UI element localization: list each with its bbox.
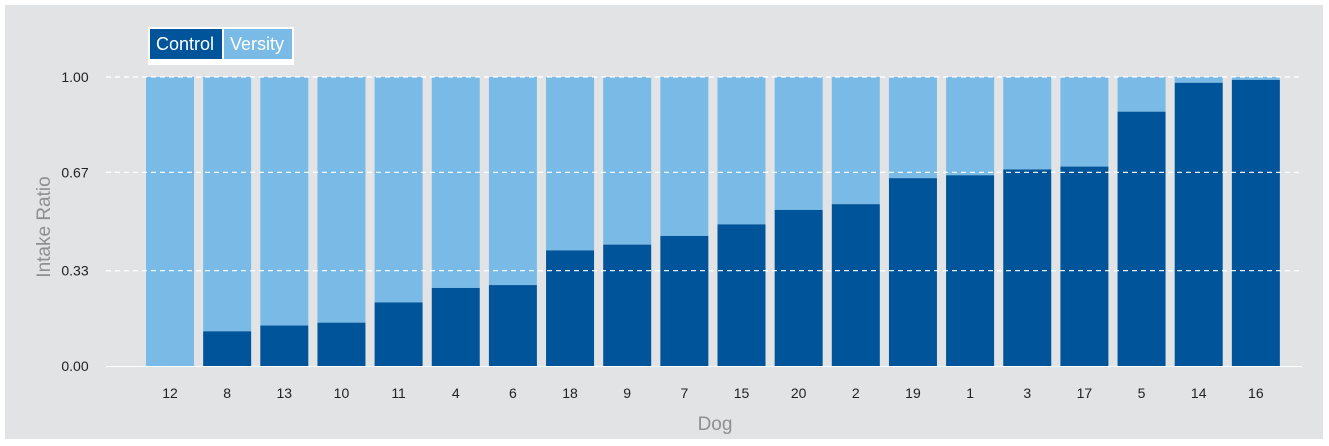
bar-versity (203, 77, 252, 332)
x-tick-label: 15 (734, 385, 750, 401)
bar-versity (660, 77, 709, 236)
x-tick-label: 14 (1191, 385, 1207, 401)
y-axis-title: Intake Ratio (34, 176, 55, 277)
chart: 0.000.330.671.00 12 8 13 10 11 4 6 18 9 7 15 20 2 19 1… (34, 69, 1302, 435)
bar-versity (1117, 77, 1166, 112)
y-tick-label: 0.00 (61, 358, 88, 374)
bar-control (374, 302, 423, 366)
bar-versity (1231, 77, 1280, 80)
bar-versity (146, 77, 194, 366)
legend-label-versity: Versity (230, 33, 285, 54)
legend: Control Versity (148, 27, 295, 65)
x-tick-label: 18 (562, 385, 578, 401)
x-tick-label: 13 (277, 385, 293, 401)
bars (146, 77, 1280, 367)
y-tick-label: 1.00 (61, 69, 88, 85)
bar-versity (546, 77, 595, 251)
bar-control (603, 244, 652, 366)
bar-versity (888, 77, 937, 179)
bar-versity (717, 77, 766, 225)
x-tick-label: 16 (1248, 385, 1264, 401)
bar-control (888, 178, 937, 366)
x-tick-label: 8 (223, 385, 231, 401)
bar-control (831, 204, 880, 366)
legend-item-versity: Versity (224, 29, 293, 59)
bar-versity (374, 77, 423, 303)
bar-control (203, 331, 252, 366)
bar-versity (260, 77, 309, 326)
bar-versity (603, 77, 652, 245)
legend-label-control: Control (156, 33, 215, 54)
y-tick-labels: 0.00 0.33 0.67 1.00 (61, 69, 88, 374)
bar-versity (1060, 77, 1109, 167)
x-tick-label: 4 (452, 385, 460, 401)
x-tick-label: 3 (1023, 385, 1031, 401)
bar-control (1117, 111, 1166, 367)
bar-control (1003, 169, 1052, 366)
bar-versity (488, 77, 537, 286)
bar-versity (1174, 77, 1223, 83)
bar-control (660, 235, 709, 366)
bar-versity (431, 77, 480, 288)
bar-control (431, 287, 480, 366)
bar-control (260, 325, 309, 366)
x-axis-title: Dog (698, 414, 733, 435)
bar-control (1174, 82, 1223, 366)
chart-frame: 0.00 0.33 0.67 1.00 12 8 13 10 11 4 6 18 9 7 15 20 2 19 1… (5, 5, 1323, 439)
bar-control (317, 322, 366, 366)
x-tick-label: 5 (1138, 385, 1146, 401)
bar-control (1231, 79, 1280, 366)
bar-versity (831, 77, 880, 205)
bar-control (717, 224, 766, 366)
x-tick-label: 19 (905, 385, 921, 401)
x-tick-label: 17 (1077, 385, 1093, 401)
bar-control (546, 250, 595, 366)
y-tick-label: 0.67 (61, 164, 88, 180)
bar-versity (317, 77, 366, 323)
x-tick-label: 9 (623, 385, 631, 401)
x-tick-label: 11 (391, 385, 406, 401)
bar-control (1060, 166, 1109, 366)
x-tick-label: 20 (791, 385, 807, 401)
bar-versity (1003, 77, 1052, 170)
x-tick-label: 12 (162, 385, 178, 401)
grid-overlay (106, 76, 1302, 367)
x-tick-label: 2 (852, 385, 860, 401)
legend-item-control: Control (150, 29, 223, 59)
x-tick-label: 6 (509, 385, 517, 401)
y-tick-label: 0.33 (61, 263, 88, 279)
x-tick-label: 7 (680, 385, 688, 401)
bar-versity (946, 77, 995, 176)
x-tick-labels: 12 8 13 10 11 4 6 18 9 7 15 20 2 19 1 3 17 5 14 16 (162, 385, 1264, 401)
bar-control (488, 285, 537, 366)
bar-versity (774, 77, 823, 210)
bar-control (774, 209, 823, 366)
x-tick-label: 10 (334, 385, 350, 401)
x-tick-label: 1 (966, 385, 974, 401)
